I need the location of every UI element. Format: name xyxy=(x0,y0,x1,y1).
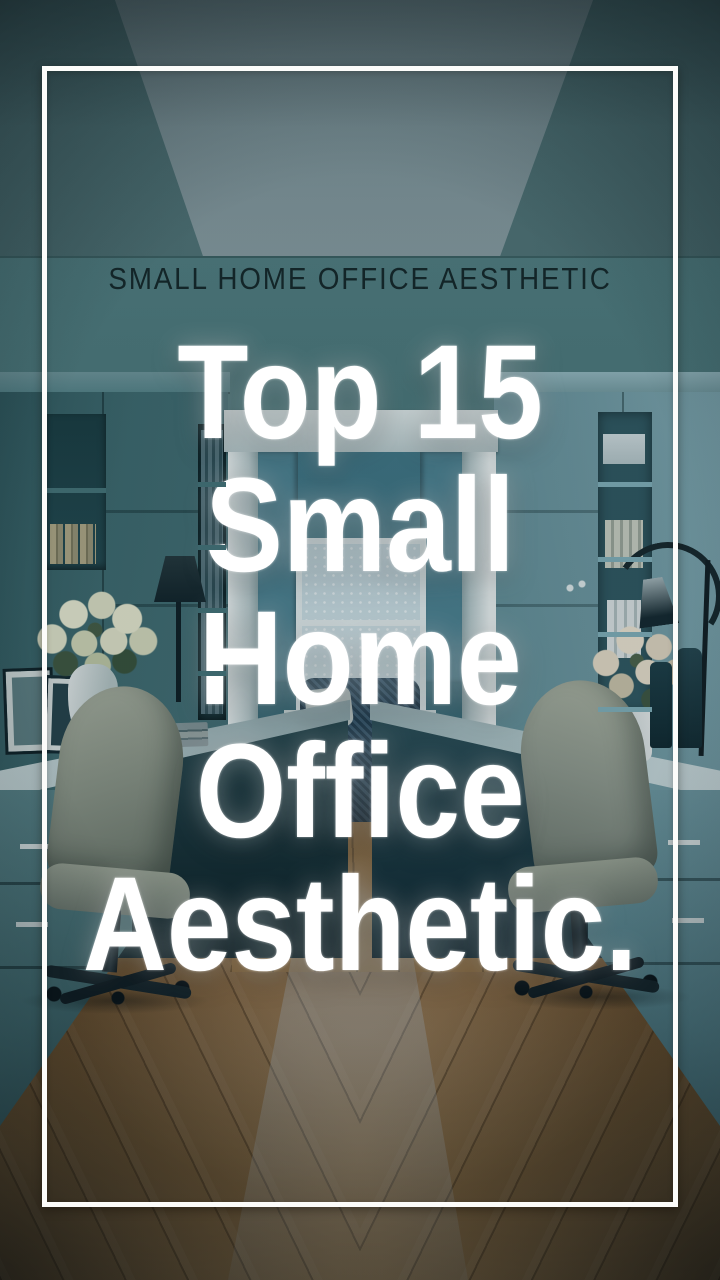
title-line-aesthetic: Aesthetic. xyxy=(82,850,638,999)
eyebrow-text: SMALL HOME OFFICE AESTHETIC xyxy=(108,261,612,296)
title-line-top15: Top 15 xyxy=(177,318,543,467)
title-block: Top 15 Small Home Office Aesthetic. xyxy=(47,312,673,999)
title-line-small: Small xyxy=(205,451,515,600)
right-bookshelf xyxy=(598,412,652,712)
border-frame xyxy=(42,66,678,1207)
title-line-office: Office xyxy=(195,717,525,866)
left-door-bookshelf xyxy=(198,424,226,720)
title-line-home: Home xyxy=(198,584,522,733)
